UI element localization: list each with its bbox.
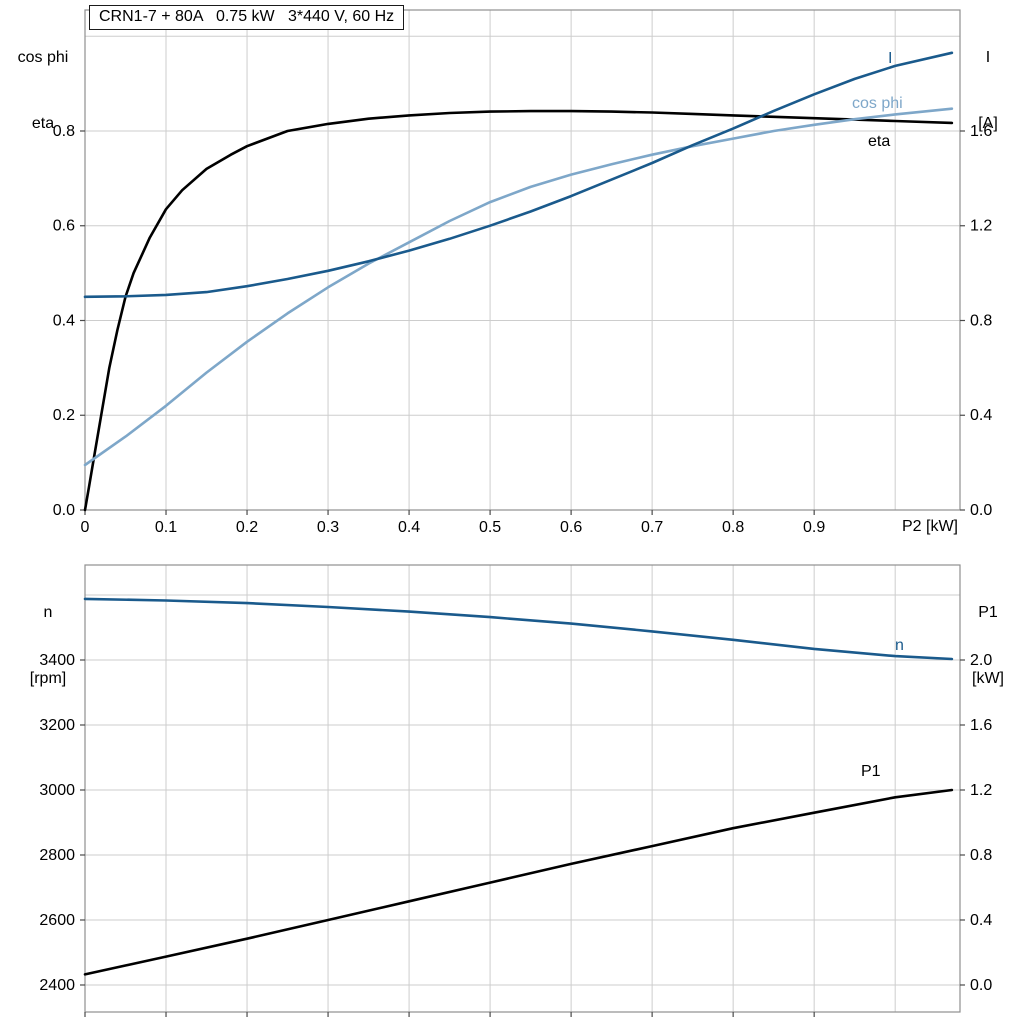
x-tick-label: 0.2 — [236, 519, 258, 536]
curve-n — [83, 597, 954, 661]
curve-i — [83, 51, 954, 299]
right-tick-label: 2.0 — [970, 652, 992, 669]
curve-label-current: I — [888, 50, 893, 67]
right-tick-label: 0.0 — [970, 977, 992, 994]
right-tick-label: 1.2 — [970, 218, 992, 235]
curve-label-cosphi: cos phi — [852, 95, 903, 112]
left-axis-label-n: n — [43, 604, 53, 621]
left-tick-label: 0.0 — [53, 502, 75, 519]
curve-eta — [83, 109, 954, 512]
right-tick-label: 0.0 — [970, 502, 992, 519]
left-tick-label: 0.8 — [53, 123, 75, 140]
x-tick-label: 0.4 — [398, 519, 420, 536]
right-tick-label: 1.6 — [970, 123, 992, 140]
left-tick-label: 2800 — [39, 847, 75, 864]
curve-p1 — [83, 788, 954, 976]
left-tick-label: 3000 — [39, 782, 75, 799]
x-axis-title: P2 [kW] — [901, 518, 958, 535]
curve-label-eta: eta — [868, 133, 891, 150]
chart-title-box: CRN1-7 + 80A 0.75 kW 3*440 V, 60 Hz — [89, 5, 405, 30]
right-axis-label-amps: [A] — [978, 115, 998, 132]
bottom-right-axis-title: P1 [kW] — [956, 558, 1020, 734]
left-axis-label-rpm: [rpm] — [29, 670, 67, 687]
x-tick-label: 0.1 — [155, 519, 177, 536]
left-axis-label-eta: eta — [31, 115, 55, 132]
left-tick-label: 0.4 — [53, 312, 75, 329]
right-axis-label-kw: [kW] — [972, 670, 1004, 687]
x-tick-label: 0.5 — [479, 519, 501, 536]
left-tick-label: 0.6 — [53, 218, 75, 235]
left-tick-label: 2600 — [39, 912, 75, 929]
right-axis-label-P1: P1 — [978, 604, 998, 621]
right-tick-label: 0.4 — [970, 912, 992, 929]
x-tick-label: 0.7 — [641, 519, 663, 536]
left-tick-label: 3400 — [39, 652, 75, 669]
left-tick-label: 0.2 — [53, 407, 75, 424]
curve-label-n: n — [895, 637, 904, 654]
right-tick-label: 0.4 — [970, 407, 992, 424]
plot-frame — [84, 564, 961, 1013]
x-tick-label: 0.9 — [803, 519, 825, 536]
plot-frame — [84, 9, 961, 511]
x-tick-label: 0.3 — [317, 519, 339, 536]
x-tick-label: 0.8 — [722, 519, 744, 536]
curve-label-P1: P1 — [861, 763, 881, 780]
right-tick-label: 0.8 — [970, 847, 992, 864]
x-tick-label: 0 — [81, 519, 90, 536]
right-tick-label: 0.8 — [970, 312, 992, 329]
left-tick-label: 3200 — [39, 717, 75, 734]
right-tick-label: 1.2 — [970, 782, 992, 799]
right-tick-label: 1.6 — [970, 717, 992, 734]
top-right-axis-title: I [A] — [958, 3, 1018, 179]
bottom-left-axis-title: n [rpm] — [6, 558, 90, 734]
x-tick-label: 0.6 — [560, 519, 582, 536]
curve-cos-phi — [83, 107, 954, 467]
bottom-chart: 2400 2600 2800 3000 3200 3400 0.0 0.4 0.8 1.2 1.6 2… — [39, 564, 992, 1017]
left-tick-label: 2400 — [39, 977, 75, 994]
top-chart: 0.0 0.2 0.4 0.6 0.8 0.0 0.4 0.8 1.2 1.6 0 0.1 0.2 0.3… — [53, 9, 992, 536]
right-axis-label-I: I — [985, 49, 991, 66]
left-axis-label-cosphi: cos phi — [17, 49, 69, 66]
top-left-axis-title: cos phi eta — [4, 3, 82, 179]
